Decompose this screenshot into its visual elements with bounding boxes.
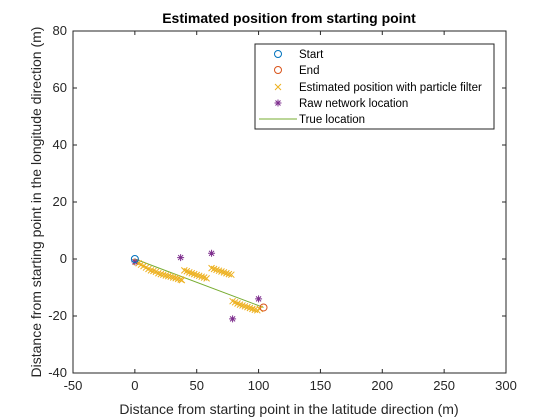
point-estimated-position-with-particle-filter [157,270,165,278]
x-tick-label: 50 [189,378,203,393]
point-raw-network-location [177,254,185,262]
legend-label-end: End [299,65,319,77]
y-tick-label: 80 [53,23,67,38]
point-raw-network-location [255,295,263,303]
plot-layer [130,249,268,323]
legend-label-raw-network-location: Raw network location [299,98,408,110]
y-tick-label: -20 [48,308,67,323]
y-tick-label: 60 [53,80,67,95]
x-axis: -50 0 50 100 150 200 250 300 [64,31,517,393]
point-raw-network-location [131,258,139,266]
point-estimated-position-with-particle-filter [228,271,235,279]
y-axis-label: Distance from starting point in the long… [28,27,44,378]
legend-swatch-start [274,50,282,58]
x-tick-label: 100 [248,378,270,393]
point-estimated-position-with-particle-filter [178,276,186,284]
point-estimated-position-with-particle-filter [169,274,177,281]
y-tick-label: 0 [60,251,67,266]
legend-box [254,43,495,130]
y-tick-label: -40 [48,365,67,380]
point-raw-network-location [208,249,216,257]
legend-swatch-estimated-position-with-particle-filter [274,83,282,91]
legend-label-start: Start [299,49,324,61]
legend-label-estimated-position-with-particle-filter: Estimated position with particle filter [299,82,482,94]
point-estimated-position-with-particle-filter [162,272,170,279]
x-tick-label: 0 [131,378,138,393]
legend-swatch-raw-network-location [274,99,282,107]
point-estimated-position-with-particle-filter [147,267,155,274]
x-axis-label: Distance from starting point in the lati… [119,401,458,417]
series-true-location-line [134,258,264,308]
x-tick-label: 250 [433,378,455,393]
x-tick-label: 200 [371,378,393,393]
point-raw-network-location [229,315,237,323]
y-tick-label: 20 [53,194,67,209]
point-estimated-position-with-particle-filter [203,275,210,282]
point-estimated-position-with-particle-filter [225,270,233,278]
y-tick-label: 40 [53,137,67,152]
point-start [130,255,139,263]
chart-title: Estimated position from starting point [162,10,416,26]
x-tick-label: -50 [64,378,83,393]
x-tick-label: 150 [310,378,332,393]
point-end [259,303,268,312]
legend-label-true-location: True location [299,114,365,126]
y-axis: -40 -20 0 20 40 60 80 [48,23,506,380]
legend-swatch-end [274,66,282,74]
point-estimated-position-with-particle-filter [164,272,172,280]
x-tick-label: 300 [495,378,517,393]
legend: Start End Estimated position with particle… [254,43,495,130]
point-estimated-position-with-particle-filter [174,275,182,283]
